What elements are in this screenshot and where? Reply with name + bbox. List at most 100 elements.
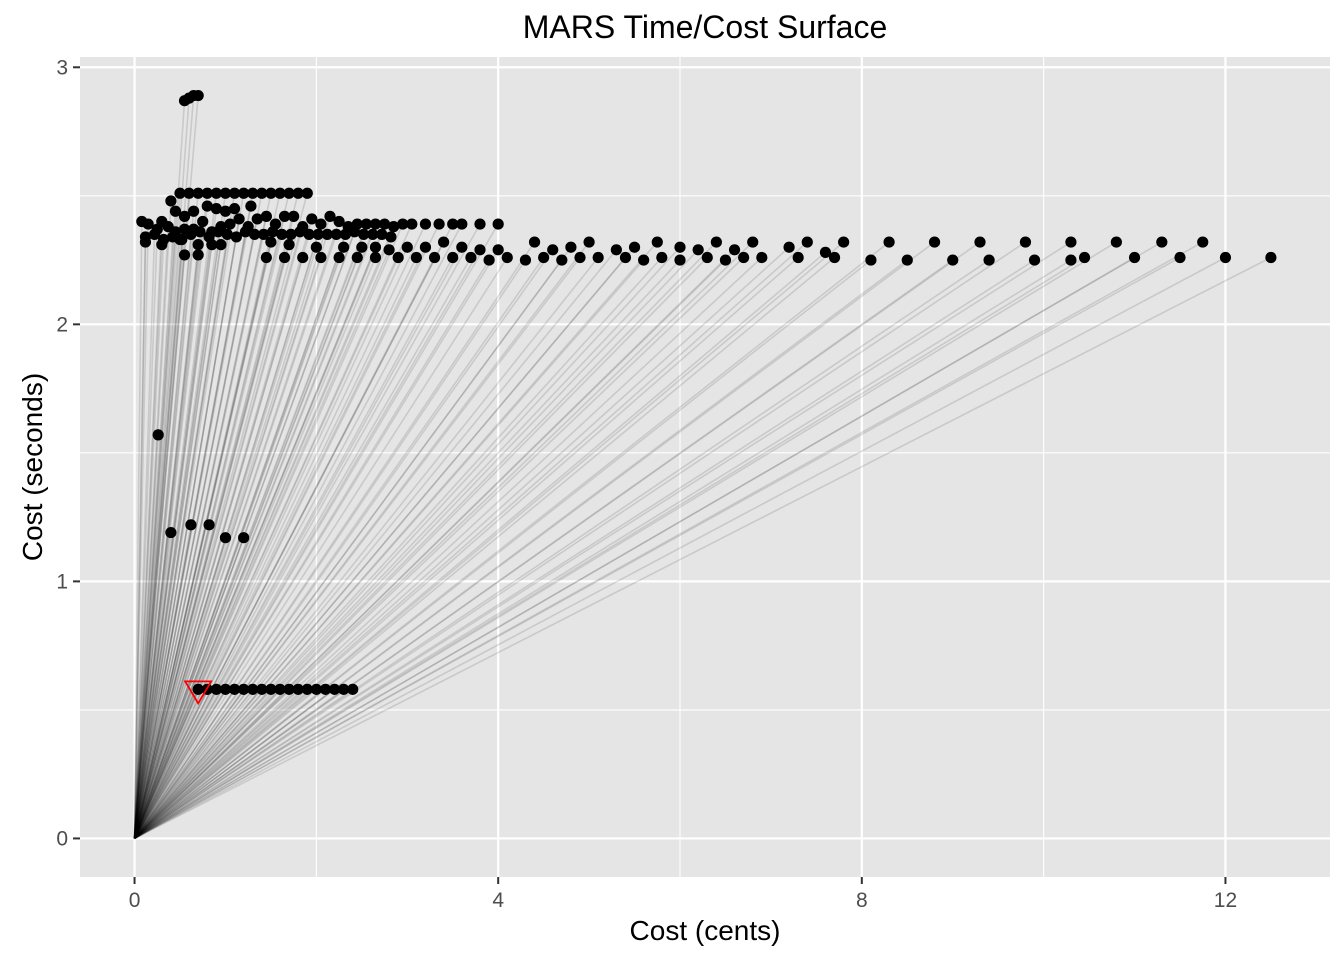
segment [133, 218, 313, 839]
highlight-marker [183, 680, 213, 706]
segment [134, 688, 326, 840]
data-point [230, 231, 242, 243]
data-point [260, 251, 272, 264]
segment [133, 231, 247, 839]
segment [133, 226, 304, 839]
segment [134, 688, 354, 840]
data-point [203, 519, 215, 531]
segment [133, 257, 599, 839]
data-point [228, 203, 241, 215]
data-point [283, 683, 295, 695]
segment [134, 259, 954, 840]
segment [133, 256, 745, 840]
segment [133, 224, 149, 839]
segment [133, 257, 322, 839]
segment [133, 193, 190, 839]
segment [133, 688, 281, 840]
data-point [358, 228, 370, 240]
x-tick-label: 12 [1214, 889, 1237, 912]
data-point [376, 228, 388, 240]
segment [134, 688, 308, 840]
data-point [433, 218, 445, 230]
segment [133, 193, 236, 839]
segment [133, 239, 181, 839]
data-point [210, 187, 222, 199]
segment [133, 249, 617, 839]
data-point [928, 236, 941, 248]
data-point [319, 683, 332, 695]
segment [133, 256, 708, 840]
data-point [310, 241, 322, 253]
segment [133, 229, 159, 839]
segment [133, 244, 199, 839]
data-point [574, 251, 586, 264]
data-point [174, 187, 186, 199]
segment [133, 244, 213, 839]
segment [133, 226, 249, 839]
segment [134, 241, 1026, 840]
segment [133, 223, 454, 839]
data-point [838, 236, 850, 248]
data-point [1174, 251, 1186, 264]
segment [133, 223, 322, 839]
segment [133, 200, 172, 839]
y-tick-label: 3 [56, 56, 68, 79]
chart-title: MARS Time/Cost Surface [523, 9, 888, 45]
segment [133, 236, 147, 839]
segment [133, 193, 209, 839]
segment [133, 231, 301, 839]
data-point [238, 187, 250, 199]
data-point [238, 532, 250, 544]
segment [133, 689, 208, 839]
data-point [258, 228, 270, 240]
data-point [247, 683, 259, 695]
data-point [1156, 236, 1168, 248]
segment [133, 223, 481, 839]
data-point [294, 226, 306, 238]
segment [133, 249, 699, 839]
segment [133, 221, 340, 839]
data-point [283, 239, 295, 251]
segment [133, 193, 254, 839]
data-point [239, 226, 252, 238]
data-point [267, 226, 279, 238]
segment [133, 688, 263, 839]
data-point [201, 200, 213, 212]
segment [134, 256, 1272, 840]
segment [133, 234, 383, 839]
data-point [174, 233, 186, 246]
segment [133, 234, 283, 839]
data-point [210, 203, 222, 215]
data-point [1078, 251, 1091, 264]
segment [133, 688, 290, 840]
data-point [247, 187, 259, 199]
segment [133, 688, 236, 839]
data-point [651, 236, 663, 248]
data-point [348, 226, 361, 238]
segment [134, 259, 872, 840]
segment [133, 223, 359, 839]
segment [133, 231, 219, 839]
data-point [456, 241, 468, 253]
segment [133, 244, 163, 839]
data-point [1197, 236, 1209, 248]
segment [133, 246, 572, 839]
segment [133, 249, 499, 839]
data-point [392, 251, 404, 264]
segment [133, 223, 427, 839]
segment [133, 246, 363, 839]
data-point [583, 236, 595, 248]
data-point [385, 231, 397, 243]
data-point [315, 218, 327, 230]
data-point [428, 251, 441, 264]
segment [133, 259, 563, 839]
data-point [367, 228, 379, 240]
data-point [756, 251, 768, 264]
data-point [538, 251, 550, 264]
data-point [419, 241, 432, 253]
segment [133, 216, 331, 839]
segment [133, 211, 177, 839]
data-point [565, 241, 577, 253]
data-point [156, 239, 168, 251]
segment [133, 239, 165, 839]
